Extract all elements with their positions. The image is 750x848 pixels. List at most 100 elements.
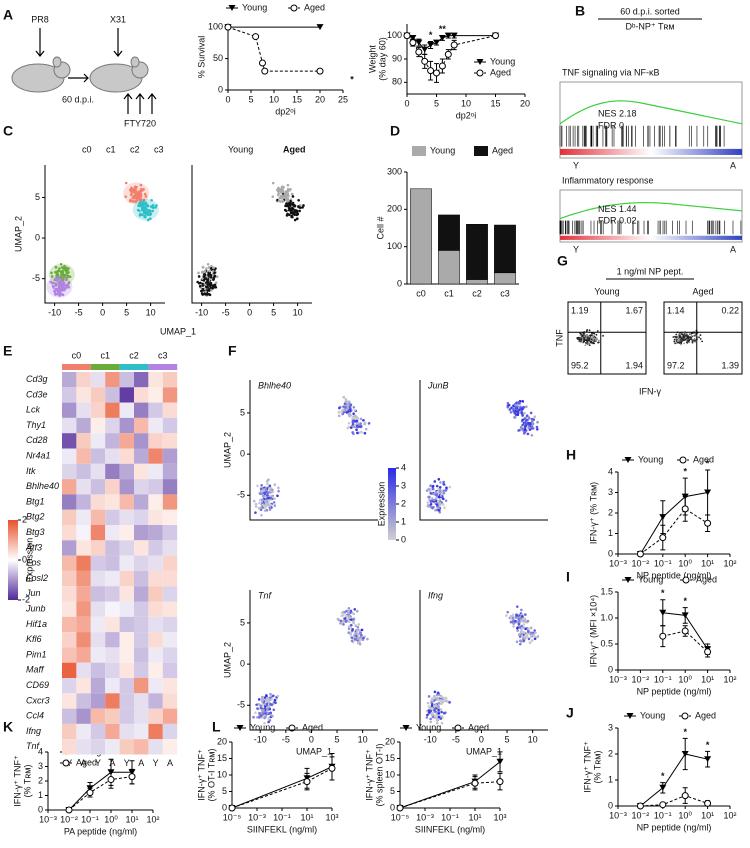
feature-dot [356, 431, 359, 435]
x-tick-label: 10² [146, 814, 159, 824]
quadrant-value: 1.14 [667, 305, 685, 315]
heatmap-cell [105, 662, 120, 678]
marker [450, 41, 458, 49]
feature-dot [531, 426, 534, 429]
heatmap-cell [134, 540, 149, 556]
umap-dot [65, 266, 68, 270]
feature-dot [522, 431, 526, 435]
colorbar-title: Expression [376, 482, 386, 527]
column-label: A [138, 758, 144, 768]
umap-dot [302, 204, 305, 207]
umap-dot [211, 286, 215, 290]
feature-dot [263, 721, 266, 725]
flow-event [590, 341, 592, 343]
marker [316, 24, 324, 31]
column-label: A [81, 758, 87, 768]
feature-dot [506, 610, 510, 614]
feature-dot [444, 697, 448, 700]
heatmap-cell [90, 479, 106, 495]
feature-dot [252, 715, 255, 719]
feature-dot [526, 432, 530, 436]
feature-dot [347, 631, 351, 634]
feature-dot [349, 633, 352, 636]
heatmap-cell [148, 647, 163, 663]
umap-dot [57, 277, 61, 280]
feature-dot [511, 620, 515, 623]
x-tick-label: 10⁻² [632, 674, 650, 684]
umap-dot [56, 273, 59, 276]
x-tick-label: 10⁻¹ [654, 810, 672, 820]
heatmap-cell [76, 739, 91, 755]
y-tick-label: 1 [38, 790, 43, 800]
legend-label: Young [250, 722, 275, 732]
x-axis-label: UMAP_1 [296, 746, 332, 756]
legend-swatch [474, 146, 488, 156]
feature-dot [342, 619, 345, 623]
feature-dot [346, 426, 350, 430]
annotation: * [661, 588, 665, 598]
annotation: * [706, 740, 710, 750]
feature-dot [513, 619, 517, 623]
feature-dot [339, 622, 342, 625]
gsea-set-name: TNF signaling via NF-κB [562, 67, 660, 77]
feature-dot [352, 620, 355, 624]
gene-label: Fosl2 [26, 573, 48, 583]
umap-dot [131, 196, 135, 200]
marker [65, 806, 73, 814]
heatmap-cell [62, 479, 77, 495]
y-tick-label: 50 [213, 53, 223, 63]
heatmap-cell [76, 723, 91, 740]
feature-dot [513, 411, 516, 415]
gene-label: Cxcr3 [26, 695, 50, 705]
heatmap-cell [76, 509, 91, 525]
umap-dot [197, 271, 200, 275]
umap-dot [51, 284, 55, 288]
y-tick-label: 0 [35, 232, 40, 242]
flow-event [684, 335, 686, 337]
umap-dot [60, 289, 64, 292]
umap-dot [143, 214, 147, 218]
feature-dot [351, 422, 355, 426]
umap-dot [207, 273, 211, 277]
heatmap-cell [162, 693, 178, 709]
marker [682, 576, 690, 584]
umap-dot [152, 206, 155, 210]
gsea-box [559, 81, 743, 159]
cluster-bar [90, 364, 120, 370]
heatmap-cell [62, 525, 77, 541]
axis-line [419, 380, 548, 521]
heatmap-cell [119, 479, 134, 495]
heatmap-cell [76, 678, 91, 694]
feature-dot [436, 691, 440, 695]
legend-label: Young [640, 710, 665, 720]
umap-dot [297, 205, 300, 208]
feature-dot [429, 484, 432, 488]
heatmap-cell [62, 723, 77, 740]
heatmap-cell [148, 479, 163, 495]
umap-dot [60, 271, 63, 275]
x-tick-label: 10⁻⁵ [223, 812, 242, 822]
heatmap-cell [148, 402, 163, 418]
axis-line [249, 590, 378, 731]
gene-title: Bhlhe40 [258, 380, 291, 390]
flow-event [675, 333, 678, 336]
feature-dot [518, 642, 522, 646]
heatmap-cell [90, 693, 106, 709]
heatmap-cell [162, 708, 178, 724]
umap-dot [285, 204, 289, 208]
heatmap-cell [119, 708, 134, 724]
heatmap-cell [62, 509, 77, 525]
feature-dot [263, 716, 266, 720]
feature-dot [363, 421, 367, 425]
feature-dot [363, 431, 367, 435]
series-line [231, 766, 333, 809]
feature-dot [523, 618, 527, 622]
feature-dot [347, 611, 350, 615]
x-axis-label: SIINFEKL (ng/ml) [247, 824, 317, 834]
umap-dot [124, 181, 128, 185]
heatmap-cell [162, 616, 178, 633]
y-tick-label: 1 [608, 528, 613, 538]
marker [659, 534, 667, 542]
panel-letter: G [557, 253, 568, 269]
feature-dot [431, 715, 435, 719]
